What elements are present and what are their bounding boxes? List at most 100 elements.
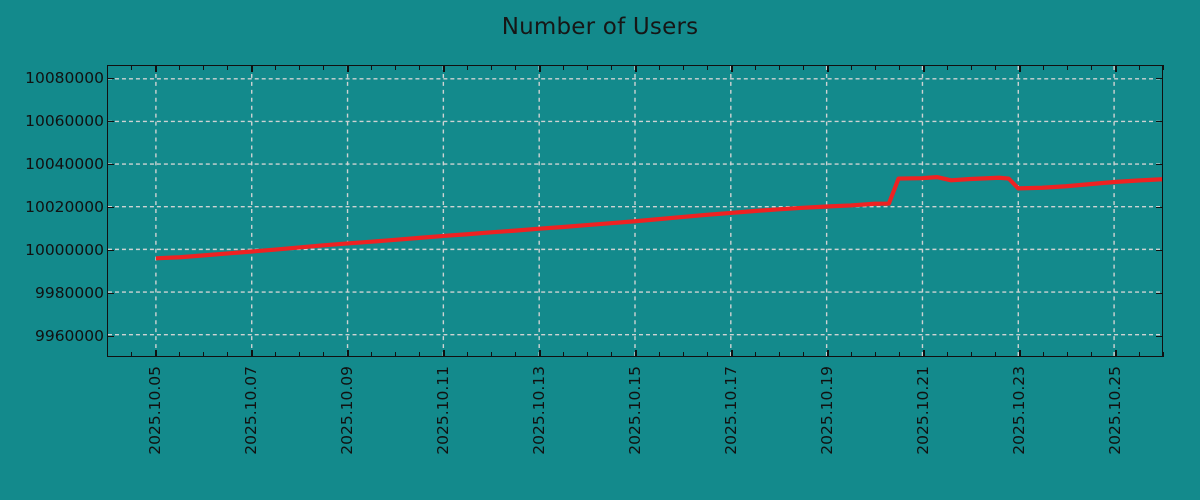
- axis-tick-mark: [1091, 352, 1093, 357]
- axis-tick-mark: [443, 65, 445, 70]
- axis-tick-mark: [1043, 65, 1045, 70]
- axis-tick-mark: [803, 352, 805, 357]
- y-axis-tick-label: 10060000: [25, 111, 104, 130]
- axis-tick-mark: [395, 65, 397, 70]
- axis-tick-mark: [587, 352, 589, 357]
- y-axis-tick-label: 9960000: [34, 326, 104, 345]
- axis-tick-mark: [467, 352, 469, 357]
- axis-tick-mark: [1115, 65, 1117, 70]
- axis-tick-mark: [371, 352, 373, 357]
- axis-tick-mark: [107, 163, 114, 166]
- axis-tick-mark: [563, 65, 565, 70]
- axis-tick-mark: [251, 65, 253, 70]
- axis-tick-mark: [1139, 352, 1141, 357]
- axis-tick-mark: [107, 292, 114, 295]
- axis-tick-mark: [107, 120, 114, 123]
- axis-tick-mark: [539, 65, 541, 70]
- axis-tick-mark: [635, 65, 637, 70]
- axis-tick-mark: [563, 352, 565, 357]
- x-axis-tick-label: 2025.10.21: [914, 366, 932, 455]
- axis-tick-mark: [755, 65, 757, 70]
- axis-tick-mark: [899, 65, 901, 70]
- axis-tick-mark: [683, 65, 685, 70]
- axis-tick-mark: [971, 352, 973, 357]
- axis-tick-mark: [1163, 352, 1165, 357]
- axis-tick-mark: [275, 65, 277, 70]
- axis-tick-mark: [659, 352, 661, 357]
- axis-tick-mark: [107, 249, 114, 252]
- axis-tick-mark: [107, 206, 114, 209]
- axis-tick-mark: [227, 352, 229, 357]
- axis-tick-mark: [1019, 352, 1021, 357]
- axis-tick-mark: [299, 352, 301, 357]
- data-line: [156, 177, 1162, 258]
- axis-tick-mark: [947, 65, 949, 70]
- x-axis-tick-label: 2025.10.05: [146, 366, 164, 455]
- plot-svg: [108, 66, 1162, 356]
- axis-tick-mark: [947, 352, 949, 357]
- axis-tick-mark: [1067, 65, 1069, 70]
- vertical-gridlines: [155, 66, 1115, 356]
- axis-tick-mark: [779, 65, 781, 70]
- axis-tick-mark: [107, 65, 109, 70]
- axis-tick-mark: [347, 352, 349, 357]
- axis-tick-mark: [587, 65, 589, 70]
- axis-tick-mark: [107, 77, 114, 80]
- axis-tick-mark: [107, 352, 109, 357]
- axis-tick-mark: [779, 352, 781, 357]
- axis-tick-mark: [971, 65, 973, 70]
- axis-tick-mark: [395, 352, 397, 357]
- axis-tick-mark: [1163, 65, 1165, 70]
- axis-tick-mark: [851, 65, 853, 70]
- axis-tick-mark: [1139, 65, 1141, 70]
- axis-tick-mark: [419, 352, 421, 357]
- axis-tick-mark: [299, 65, 301, 70]
- axis-tick-mark: [1156, 163, 1163, 166]
- y-axis-tick-label: 10000000: [25, 240, 104, 259]
- axis-tick-mark: [611, 352, 613, 357]
- axis-tick-mark: [467, 65, 469, 70]
- axis-tick-mark: [203, 352, 205, 357]
- axis-tick-mark: [1091, 65, 1093, 70]
- axis-tick-mark: [347, 65, 349, 70]
- axis-tick-mark: [323, 352, 325, 357]
- axis-tick-mark: [203, 65, 205, 70]
- axis-tick-mark: [107, 335, 114, 338]
- axis-tick-mark: [1156, 120, 1163, 123]
- axis-tick-mark: [851, 352, 853, 357]
- axis-tick-mark: [131, 65, 133, 70]
- y-axis-tick-label: 10080000: [25, 68, 104, 87]
- y-axis-tick-label: 9980000: [34, 283, 104, 302]
- axis-tick-mark: [491, 352, 493, 357]
- axis-tick-mark: [323, 65, 325, 70]
- axis-tick-mark: [1043, 352, 1045, 357]
- axis-tick-mark: [179, 65, 181, 70]
- axis-tick-mark: [923, 352, 925, 357]
- axis-tick-mark: [491, 65, 493, 70]
- axis-tick-mark: [875, 352, 877, 357]
- axis-tick-mark: [995, 352, 997, 357]
- axis-tick-mark: [683, 352, 685, 357]
- axis-tick-mark: [371, 65, 373, 70]
- axis-tick-mark: [155, 65, 157, 70]
- axis-tick-mark: [1115, 352, 1117, 357]
- plot-area: [107, 65, 1163, 357]
- x-axis-tick-label: 2025.10.09: [338, 366, 356, 455]
- axis-tick-mark: [827, 65, 829, 70]
- axis-tick-mark: [1156, 249, 1163, 252]
- axis-tick-mark: [539, 352, 541, 357]
- y-axis-tick-label: 10040000: [25, 154, 104, 173]
- axis-tick-mark: [1067, 352, 1069, 357]
- axis-tick-mark: [227, 65, 229, 70]
- x-axis-tick-label: 2025.10.15: [626, 366, 644, 455]
- axis-tick-mark: [419, 65, 421, 70]
- axis-tick-mark: [1156, 206, 1163, 209]
- x-axis-tick-label: 2025.10.23: [1010, 366, 1028, 455]
- axis-tick-mark: [275, 352, 277, 357]
- axis-tick-mark: [755, 352, 757, 357]
- chart-title: Number of Users: [501, 14, 699, 40]
- axis-tick-mark: [827, 352, 829, 357]
- axis-tick-mark: [731, 65, 733, 70]
- axis-tick-mark: [131, 352, 133, 357]
